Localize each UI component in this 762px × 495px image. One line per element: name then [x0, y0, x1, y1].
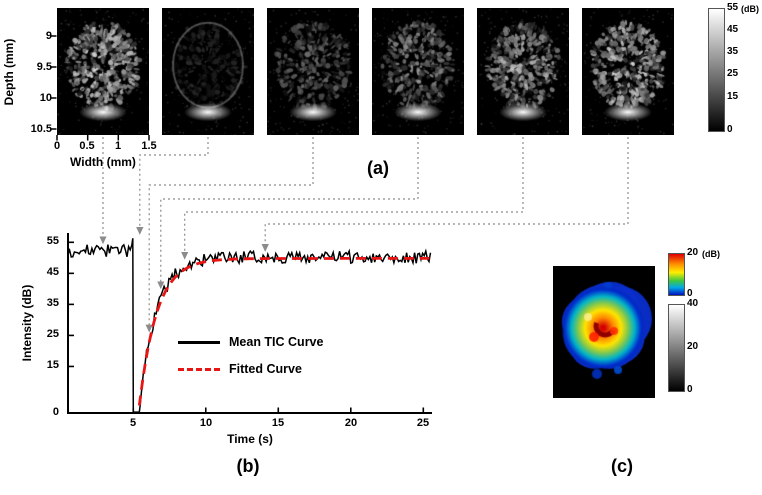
colorbar-tick: 20 — [687, 341, 699, 352]
x-tick-label: 20 — [344, 417, 358, 429]
ultrasound-frame-5 — [477, 8, 569, 135]
legend-label-mean: Mean TIC Curve — [229, 335, 324, 349]
x-tick-label: 5 — [129, 417, 137, 429]
chart-axes — [67, 233, 432, 414]
colorbar-tick: 15 — [727, 91, 739, 102]
colorbar-tick: 0 — [727, 124, 733, 135]
time-axis-label: Time (s) — [227, 432, 273, 446]
panel-c-label: (c) — [611, 456, 633, 476]
colorbar-tick: 55 — [727, 2, 739, 13]
ultrasound-frame-4 — [372, 8, 464, 135]
frame-arrow-6 — [261, 137, 629, 252]
ultrasound-frame-6 — [582, 8, 674, 135]
legend-label-fitted: Fitted Curve — [229, 362, 302, 376]
y-tick-label: 35 — [46, 297, 59, 309]
colorbar-tick: 35 — [727, 46, 739, 57]
panel-a-label: (a) — [367, 158, 389, 178]
width-tick-label: 1 — [114, 140, 122, 152]
colorbar-tick: 45 — [727, 24, 739, 35]
depth-tick-label: 10.5 — [30, 123, 52, 135]
y-tick-label: 25 — [46, 328, 59, 340]
frame-arrow-3 — [145, 137, 314, 333]
grayscale-colorbar — [708, 8, 725, 132]
legend-item-mean: Mean TIC Curve — [178, 331, 323, 353]
frame-arrow-5 — [181, 137, 524, 260]
y-tick-label: 55 — [46, 235, 59, 247]
gray-colorbar — [668, 304, 685, 392]
y-tick-label: 0 — [52, 406, 59, 418]
width-tick-label: 0 — [53, 140, 61, 152]
ultrasound-frame-1 — [57, 8, 149, 135]
depth-tick-label: 10 — [39, 92, 52, 104]
x-tick-label: 15 — [271, 417, 285, 429]
depth-axis-label: Depth (mm) — [2, 38, 16, 106]
x-tick-label: 10 — [199, 417, 213, 429]
colorbar-unit: (dB) — [741, 4, 759, 14]
y-tick-label: 45 — [46, 266, 59, 278]
colorbar-tick: 25 — [727, 68, 739, 79]
colorbar-tick: 40 — [687, 298, 699, 309]
color-colorbar — [668, 253, 685, 296]
mean-tic-curve — [67, 238, 432, 413]
fitted-line-sample — [178, 367, 220, 371]
colorbar-unit: (dB) — [702, 249, 720, 259]
mean-tic-line-sample — [178, 340, 220, 344]
intensity-axis-label: Intensity (dB) — [20, 284, 34, 362]
colorbar-tick: 0 — [687, 384, 693, 395]
width-tick-label: 0.5 — [79, 140, 95, 152]
ultrasound-frame-3 — [267, 8, 359, 135]
colorbar-tick: 0 — [687, 288, 693, 299]
width-tick-label: 1.5 — [141, 140, 157, 152]
y-tick-label: 15 — [46, 359, 59, 371]
x-tick-label: 25 — [416, 417, 430, 429]
parametric-map — [553, 266, 655, 398]
legend: Mean TIC Curve Fitted Curve — [178, 331, 323, 385]
width-axis-label: Width (mm) — [70, 155, 136, 169]
legend-item-fitted: Fitted Curve — [178, 358, 323, 380]
colorbar-tick: 20 — [687, 247, 699, 258]
depth-tick-label: 9 — [45, 30, 52, 42]
panel-b-label: (b) — [236, 456, 260, 476]
ultrasound-frame-2 — [162, 8, 254, 135]
depth-tick-label: 9.5 — [36, 61, 52, 73]
